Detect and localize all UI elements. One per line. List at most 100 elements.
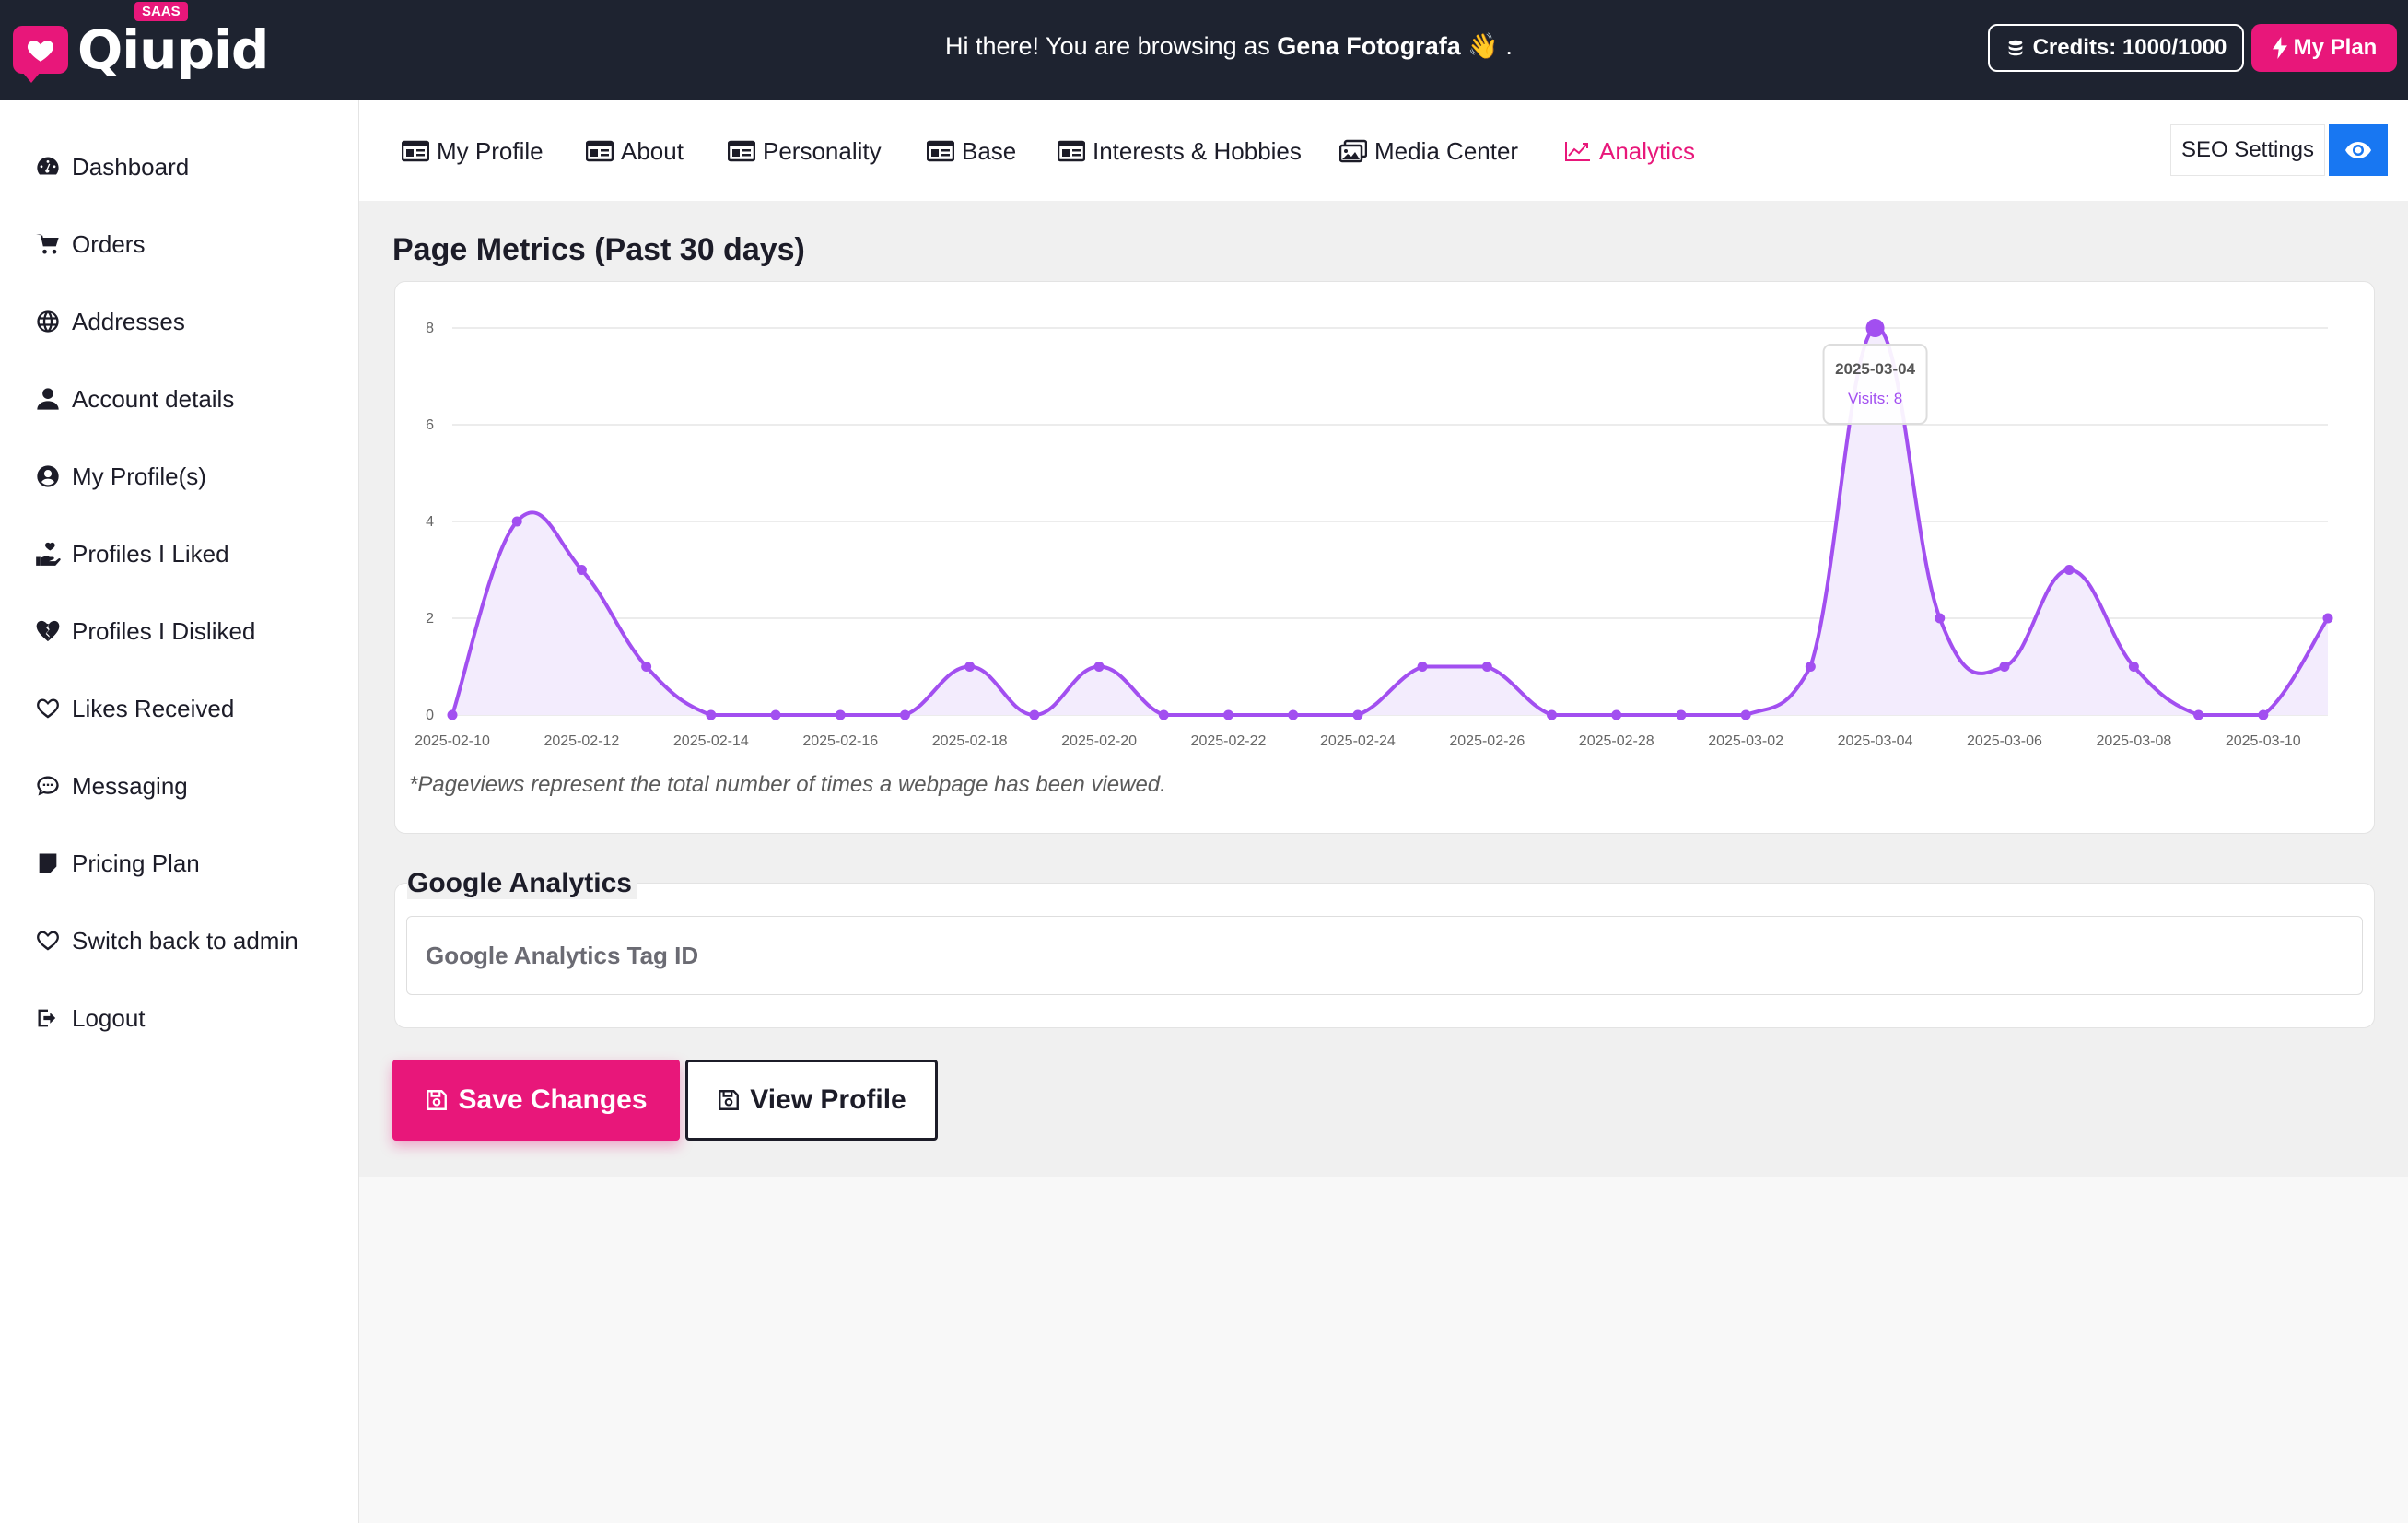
view-profile-label: View Profile (750, 1084, 906, 1115)
sidebar: Dashboard Orders Addresses Account detai… (0, 100, 359, 1523)
eye-icon (2345, 142, 2371, 158)
data-point (641, 662, 652, 672)
tooltip-value: Visits: 8 (1848, 390, 1902, 407)
sidebar-item-profiles-disliked[interactable]: Profiles I Disliked (33, 608, 255, 654)
pageviews-note: *Pageviews represent the total number of… (409, 772, 1166, 797)
tab-media-center[interactable]: Media Center (1339, 133, 1518, 170)
x-tick-label: 2025-03-04 (1838, 733, 1913, 749)
id-card-icon (927, 139, 954, 163)
sidebar-item-label: Profiles I Disliked (72, 616, 256, 645)
tooltip-box (1822, 344, 1928, 425)
tab-about[interactable]: About (586, 133, 684, 170)
sidebar-item-dashboard[interactable]: Dashboard (33, 144, 189, 190)
x-tick-label: 2025-02-16 (802, 733, 878, 749)
x-tick-label: 2025-02-24 (1320, 733, 1396, 749)
data-point (899, 709, 910, 720)
sidebar-item-orders[interactable]: Orders (33, 221, 145, 267)
preview-button[interactable] (2329, 124, 2388, 176)
data-point (1222, 709, 1233, 720)
hand-heart-icon (33, 539, 63, 568)
data-point (1288, 709, 1299, 720)
tab-my-profile[interactable]: My Profile (402, 133, 544, 170)
tab-label: About (621, 136, 684, 165)
chat-icon (33, 771, 63, 801)
id-card-icon (402, 139, 429, 163)
x-tick-label: 2025-02-12 (544, 733, 619, 749)
my-plan-button[interactable]: My Plan (2251, 24, 2397, 72)
data-point (2193, 709, 2204, 720)
x-tick-label: 2025-02-22 (1191, 733, 1267, 749)
tab-analytics[interactable]: Analytics (1564, 133, 1695, 170)
data-point (511, 516, 522, 527)
save-changes-button[interactable]: Save Changes (392, 1060, 680, 1141)
view-profile-button[interactable]: View Profile (685, 1060, 938, 1141)
tab-base[interactable]: Base (927, 133, 1016, 170)
page-metrics-title: Page Metrics (Past 30 days) (392, 232, 805, 267)
images-icon (1339, 139, 1367, 163)
x-tick-label: 2025-02-26 (1449, 733, 1525, 749)
data-point (1029, 709, 1040, 720)
sidebar-item-label: Likes Received (72, 694, 235, 722)
tab-label: Media Center (1374, 136, 1519, 165)
save-icon (719, 1090, 740, 1110)
cart-icon (33, 229, 63, 259)
sidebar-item-likes-received[interactable]: Likes Received (33, 685, 234, 732)
data-point (576, 565, 587, 575)
tab-interests-hobbies[interactable]: Interests & Hobbies (1058, 133, 1302, 170)
dashboard-icon (33, 152, 63, 182)
y-tick-label: 0 (426, 708, 434, 723)
id-card-icon (1058, 139, 1085, 163)
data-point (1093, 662, 1105, 672)
credits-button[interactable]: Credits: 1000/1000 (1988, 24, 2244, 72)
sidebar-item-logout[interactable]: Logout (33, 995, 146, 1041)
greeting-suffix: 👋 . (1467, 32, 1513, 60)
tab-label: Base (962, 136, 1017, 165)
x-tick-label: 2025-02-28 (1579, 733, 1654, 749)
data-point (1676, 709, 1687, 720)
data-point (2258, 709, 2269, 720)
x-tick-label: 2025-03-06 (1967, 733, 2042, 749)
x-tick-label: 2025-03-08 (2096, 733, 2171, 749)
data-point (2322, 613, 2333, 624)
id-card-icon (586, 139, 614, 163)
sidebar-item-switch-admin[interactable]: Switch back to admin (33, 918, 298, 964)
data-point (835, 709, 846, 720)
tab-personality[interactable]: Personality (728, 133, 882, 170)
google-analytics-title: Google Analytics (407, 868, 637, 899)
chart-line-icon (1564, 139, 1592, 163)
sidebar-item-label: Addresses (72, 307, 185, 335)
data-point (964, 662, 976, 672)
sidebar-item-label: My Profile(s) (72, 462, 206, 490)
x-tick-label: 2025-02-10 (415, 733, 490, 749)
seo-settings-button[interactable]: SEO Settings (2170, 124, 2325, 176)
data-point (447, 709, 458, 720)
save-changes-label: Save Changes (458, 1084, 648, 1115)
tab-label: Analytics (1599, 136, 1696, 165)
greeting-prefix: Hi there! You are browsing as (945, 32, 1270, 60)
id-card-icon (728, 139, 755, 163)
sidebar-item-messaging[interactable]: Messaging (33, 763, 188, 809)
sidebar-item-profiles-liked[interactable]: Profiles I Liked (33, 531, 229, 577)
sidebar-item-label: Logout (72, 1003, 146, 1032)
greeting-text: Hi there! You are browsing as Gena Fotog… (945, 31, 1513, 61)
data-point (1547, 709, 1558, 720)
sidebar-item-account-details[interactable]: Account details (33, 376, 234, 422)
bolt-icon (2272, 37, 2287, 59)
sidebar-item-label: Account details (72, 384, 235, 413)
data-point (706, 709, 717, 720)
sidebar-item-label: Pricing Plan (72, 849, 200, 877)
data-point (1805, 662, 1816, 672)
data-point (2063, 565, 2075, 575)
heart-logo-icon (13, 26, 68, 83)
sidebar-item-pricing-plan[interactable]: Pricing Plan (33, 840, 200, 886)
globe-icon (33, 307, 63, 336)
y-tick-label: 8 (426, 321, 434, 336)
sidebar-item-addresses[interactable]: Addresses (33, 299, 185, 345)
logo[interactable]: Qiupid (13, 13, 269, 87)
metrics-chart-card: 0 2 4 6 8 2025-02-10 2025-02-12 2025-02-14 2025-… (394, 281, 2375, 834)
sidebar-item-my-profiles[interactable]: My Profile(s) (33, 453, 206, 499)
coins-icon (2008, 40, 2022, 56)
save-icon (427, 1090, 448, 1110)
google-analytics-tag-input[interactable] (406, 916, 2363, 995)
top-navbar: Qiupid SAAS Hi there! You are browsing a… (0, 0, 2408, 100)
